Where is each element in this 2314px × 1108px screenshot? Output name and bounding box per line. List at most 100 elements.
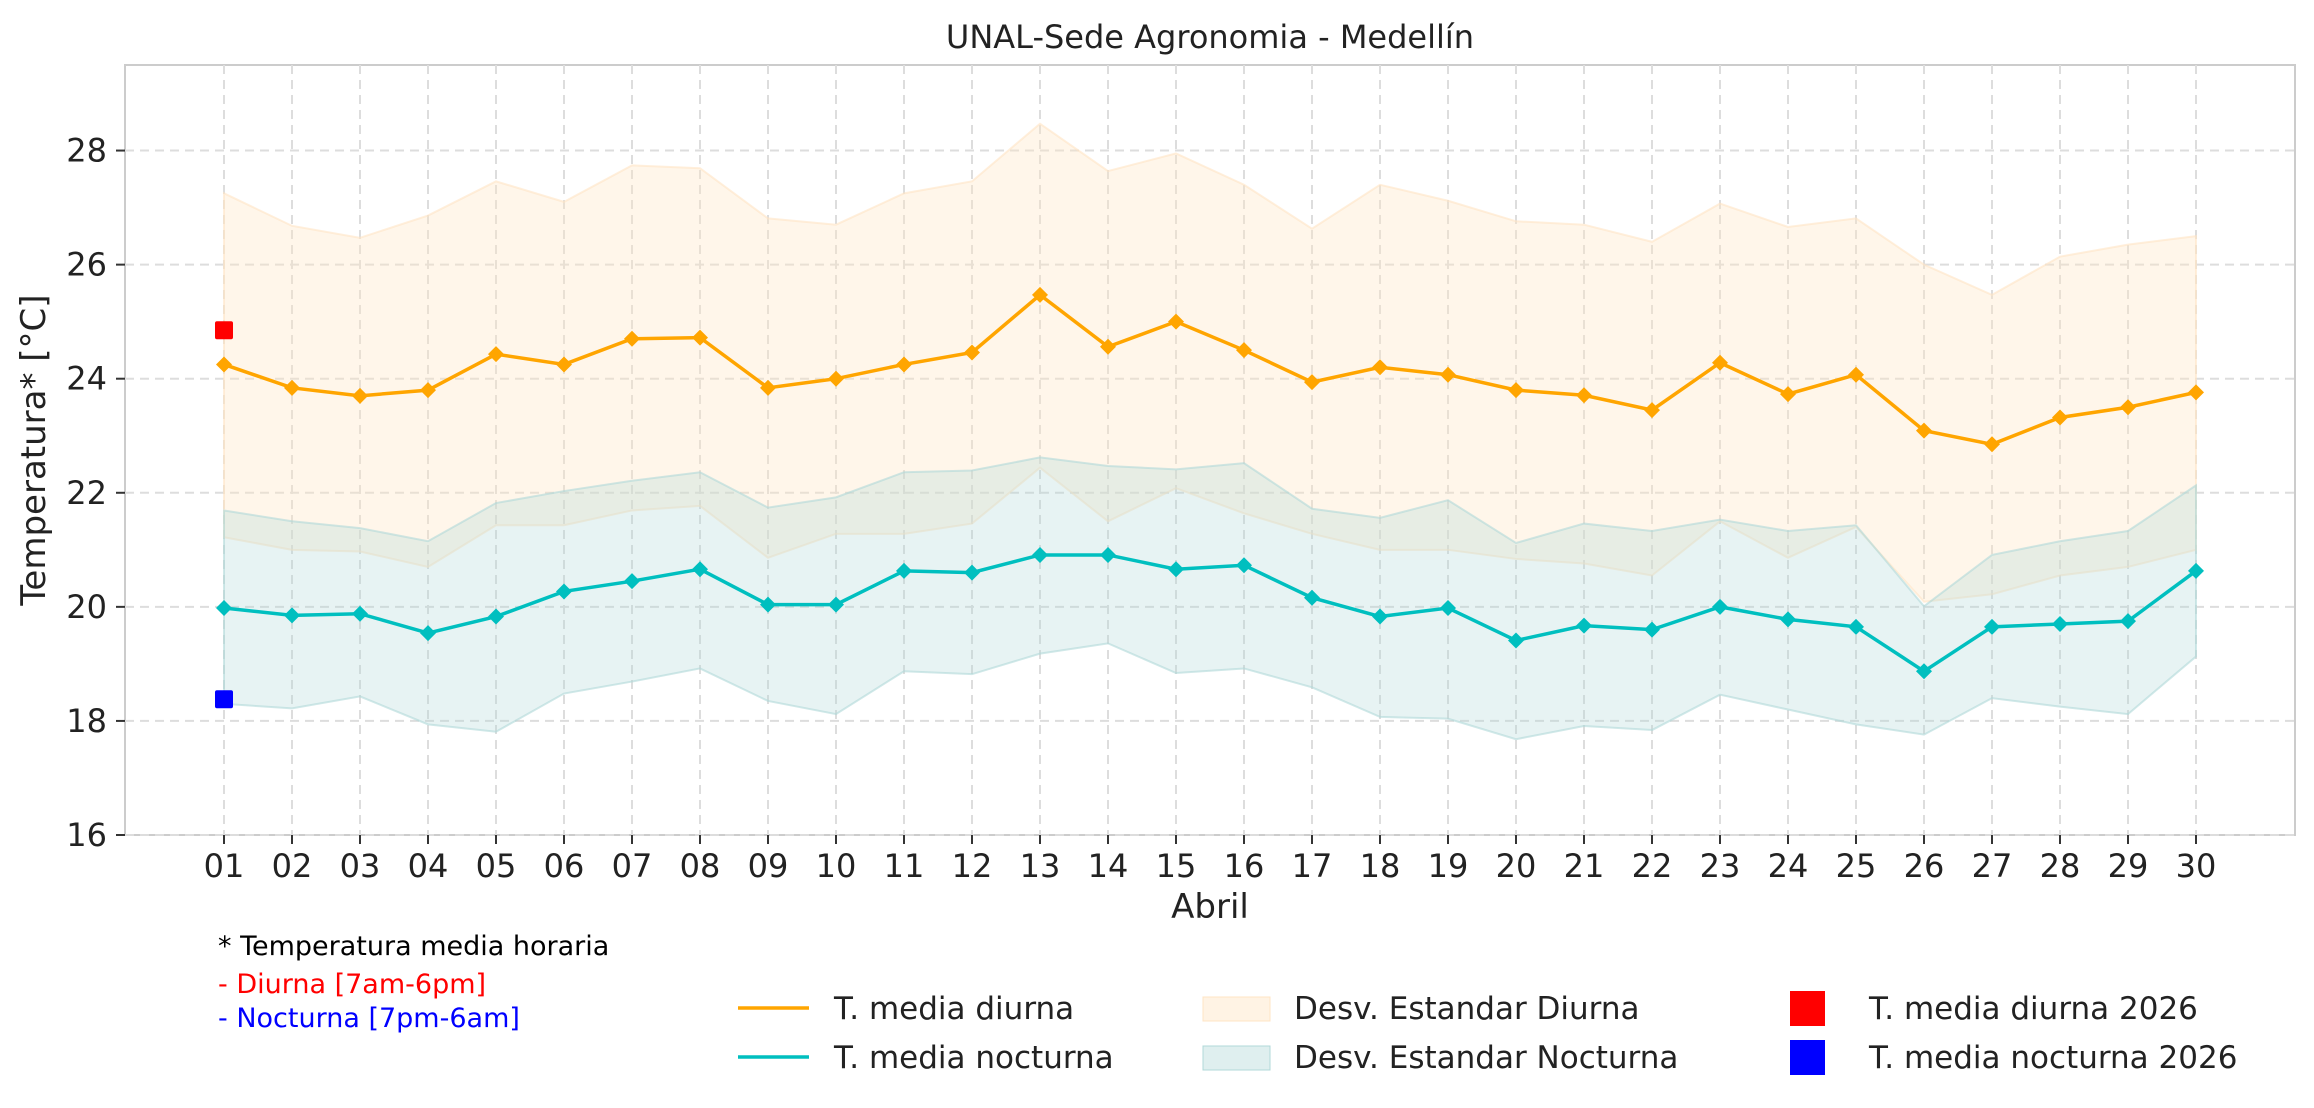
x-tick-label: 11 xyxy=(884,847,925,885)
point-diurna xyxy=(488,346,504,363)
x-tick-label: 21 xyxy=(1564,847,1605,885)
legend-label: T. media diurna 2026 xyxy=(1868,991,2198,1027)
y-tick-label: 26 xyxy=(66,246,107,284)
point-nocturna xyxy=(1508,632,1524,649)
x-tick-label: 30 xyxy=(2176,847,2217,885)
x-tick-label: 29 xyxy=(2108,847,2149,885)
x-tick-label: 05 xyxy=(476,847,517,885)
point-nocturna xyxy=(1984,618,2000,635)
point-nocturna xyxy=(1916,663,1932,680)
x-tick-label: 22 xyxy=(1632,847,1673,885)
x-tick-label: 18 xyxy=(1360,847,1401,885)
point-diurna xyxy=(1848,366,1864,383)
x-tick-label: 12 xyxy=(952,847,993,885)
point-nocturna xyxy=(964,564,980,581)
point-nocturna xyxy=(1100,546,1116,563)
x-tick-label: 19 xyxy=(1428,847,1469,885)
point-diurna xyxy=(2188,384,2204,401)
note-nocturna: - Nocturna [7pm-6am] xyxy=(218,1003,520,1034)
point-2026-nocturna xyxy=(215,690,233,709)
point-nocturna xyxy=(624,573,640,590)
point-diurna xyxy=(1236,342,1252,359)
point-nocturna xyxy=(1848,618,1864,635)
point-nocturna xyxy=(2188,562,2204,579)
x-tick-label: 01 xyxy=(204,847,245,885)
point-nocturna xyxy=(216,599,232,616)
point-diurna xyxy=(352,387,368,404)
point-diurna xyxy=(624,330,640,347)
point-diurna xyxy=(1440,366,1456,383)
legend-band-swatch xyxy=(1202,996,1271,1022)
x-tick-label: 04 xyxy=(408,847,449,885)
point-diurna xyxy=(420,382,436,399)
point-diurna xyxy=(2120,399,2136,416)
legend: T. media diurna T. media nocturna Desv. Es… xyxy=(738,991,2237,1076)
point-nocturna xyxy=(284,607,300,624)
point-nocturna xyxy=(420,625,436,642)
point-nocturna xyxy=(1168,561,1184,578)
point-diurna xyxy=(1712,354,1728,371)
point-diurna xyxy=(828,370,844,387)
point-diurna xyxy=(1984,436,2000,453)
x-tick-label: 25 xyxy=(1836,847,1877,885)
plot-area: 16 18 20 22 24 26 28 01 02 03 04 05 06 07 08 09 10 11 12 13… xyxy=(66,64,2296,885)
point-diurna xyxy=(1372,359,1388,376)
x-tick-label: 13 xyxy=(1020,847,1061,885)
x-tick-label: 10 xyxy=(816,847,857,885)
y-tick-label: 22 xyxy=(66,474,107,512)
point-nocturna xyxy=(2052,615,2068,632)
y-tick-label: 28 xyxy=(66,132,107,170)
legend-label: T. media nocturna xyxy=(833,1040,1114,1076)
point-nocturna xyxy=(1236,557,1252,574)
point-diurna xyxy=(556,356,572,373)
point-nocturna xyxy=(2120,613,2136,630)
band-std-nocturna xyxy=(223,456,2197,741)
legend-label: T. media diurna xyxy=(833,991,1074,1027)
point-diurna xyxy=(284,379,300,396)
x-tick-label: 09 xyxy=(748,847,789,885)
point-diurna xyxy=(896,356,912,373)
legend-band-swatch xyxy=(1202,1045,1271,1071)
point-nocturna xyxy=(1712,598,1728,615)
point-nocturna xyxy=(1372,608,1388,625)
line-diurna xyxy=(223,292,2197,447)
point-diurna xyxy=(1780,386,1796,403)
point-diurna xyxy=(2052,409,2068,426)
x-tick-label: 03 xyxy=(340,847,381,885)
line-nocturna xyxy=(223,553,2198,674)
point-diurna xyxy=(1576,387,1592,404)
point-diurna xyxy=(760,379,776,396)
point-diurna xyxy=(964,344,980,361)
point-diurna xyxy=(1644,402,1660,419)
point-diurna xyxy=(692,329,708,346)
plot-frame xyxy=(124,64,2296,836)
legend-square-swatch xyxy=(1790,991,1825,1026)
legend-label: T. media nocturna 2026 xyxy=(1868,1040,2237,1076)
point-nocturna xyxy=(488,608,504,625)
point-diurna xyxy=(1168,313,1184,330)
point-diurna xyxy=(1100,338,1116,355)
point-nocturna xyxy=(1644,621,1660,638)
point-diurna xyxy=(216,356,232,373)
point-2026-diurna xyxy=(215,321,233,340)
x-tick-label: 15 xyxy=(1156,847,1197,885)
x-tick-label: 24 xyxy=(1768,847,1809,885)
x-tick-label: 27 xyxy=(1972,847,2013,885)
y-tick-label: 20 xyxy=(66,588,107,626)
x-tick-label: 07 xyxy=(612,847,653,885)
point-nocturna xyxy=(692,561,708,578)
point-nocturna xyxy=(828,596,844,613)
point-nocturna xyxy=(1440,599,1456,616)
y-tick-label: 16 xyxy=(66,816,107,854)
x-tick-label: 20 xyxy=(1496,847,1537,885)
y-tick-label: 24 xyxy=(66,360,107,398)
legend-label: Desv. Estandar Nocturna xyxy=(1294,1040,1678,1076)
note-title: * Temperatura media horaria xyxy=(218,931,609,962)
point-diurna xyxy=(1304,374,1320,391)
y-axis-label: Temperatura* [°C] xyxy=(14,294,54,606)
x-tick-label: 06 xyxy=(544,847,585,885)
x-tick-label: 17 xyxy=(1292,847,1333,885)
x-tick-label: 16 xyxy=(1224,847,1265,885)
x-axis-label: Abril xyxy=(1171,887,1249,927)
